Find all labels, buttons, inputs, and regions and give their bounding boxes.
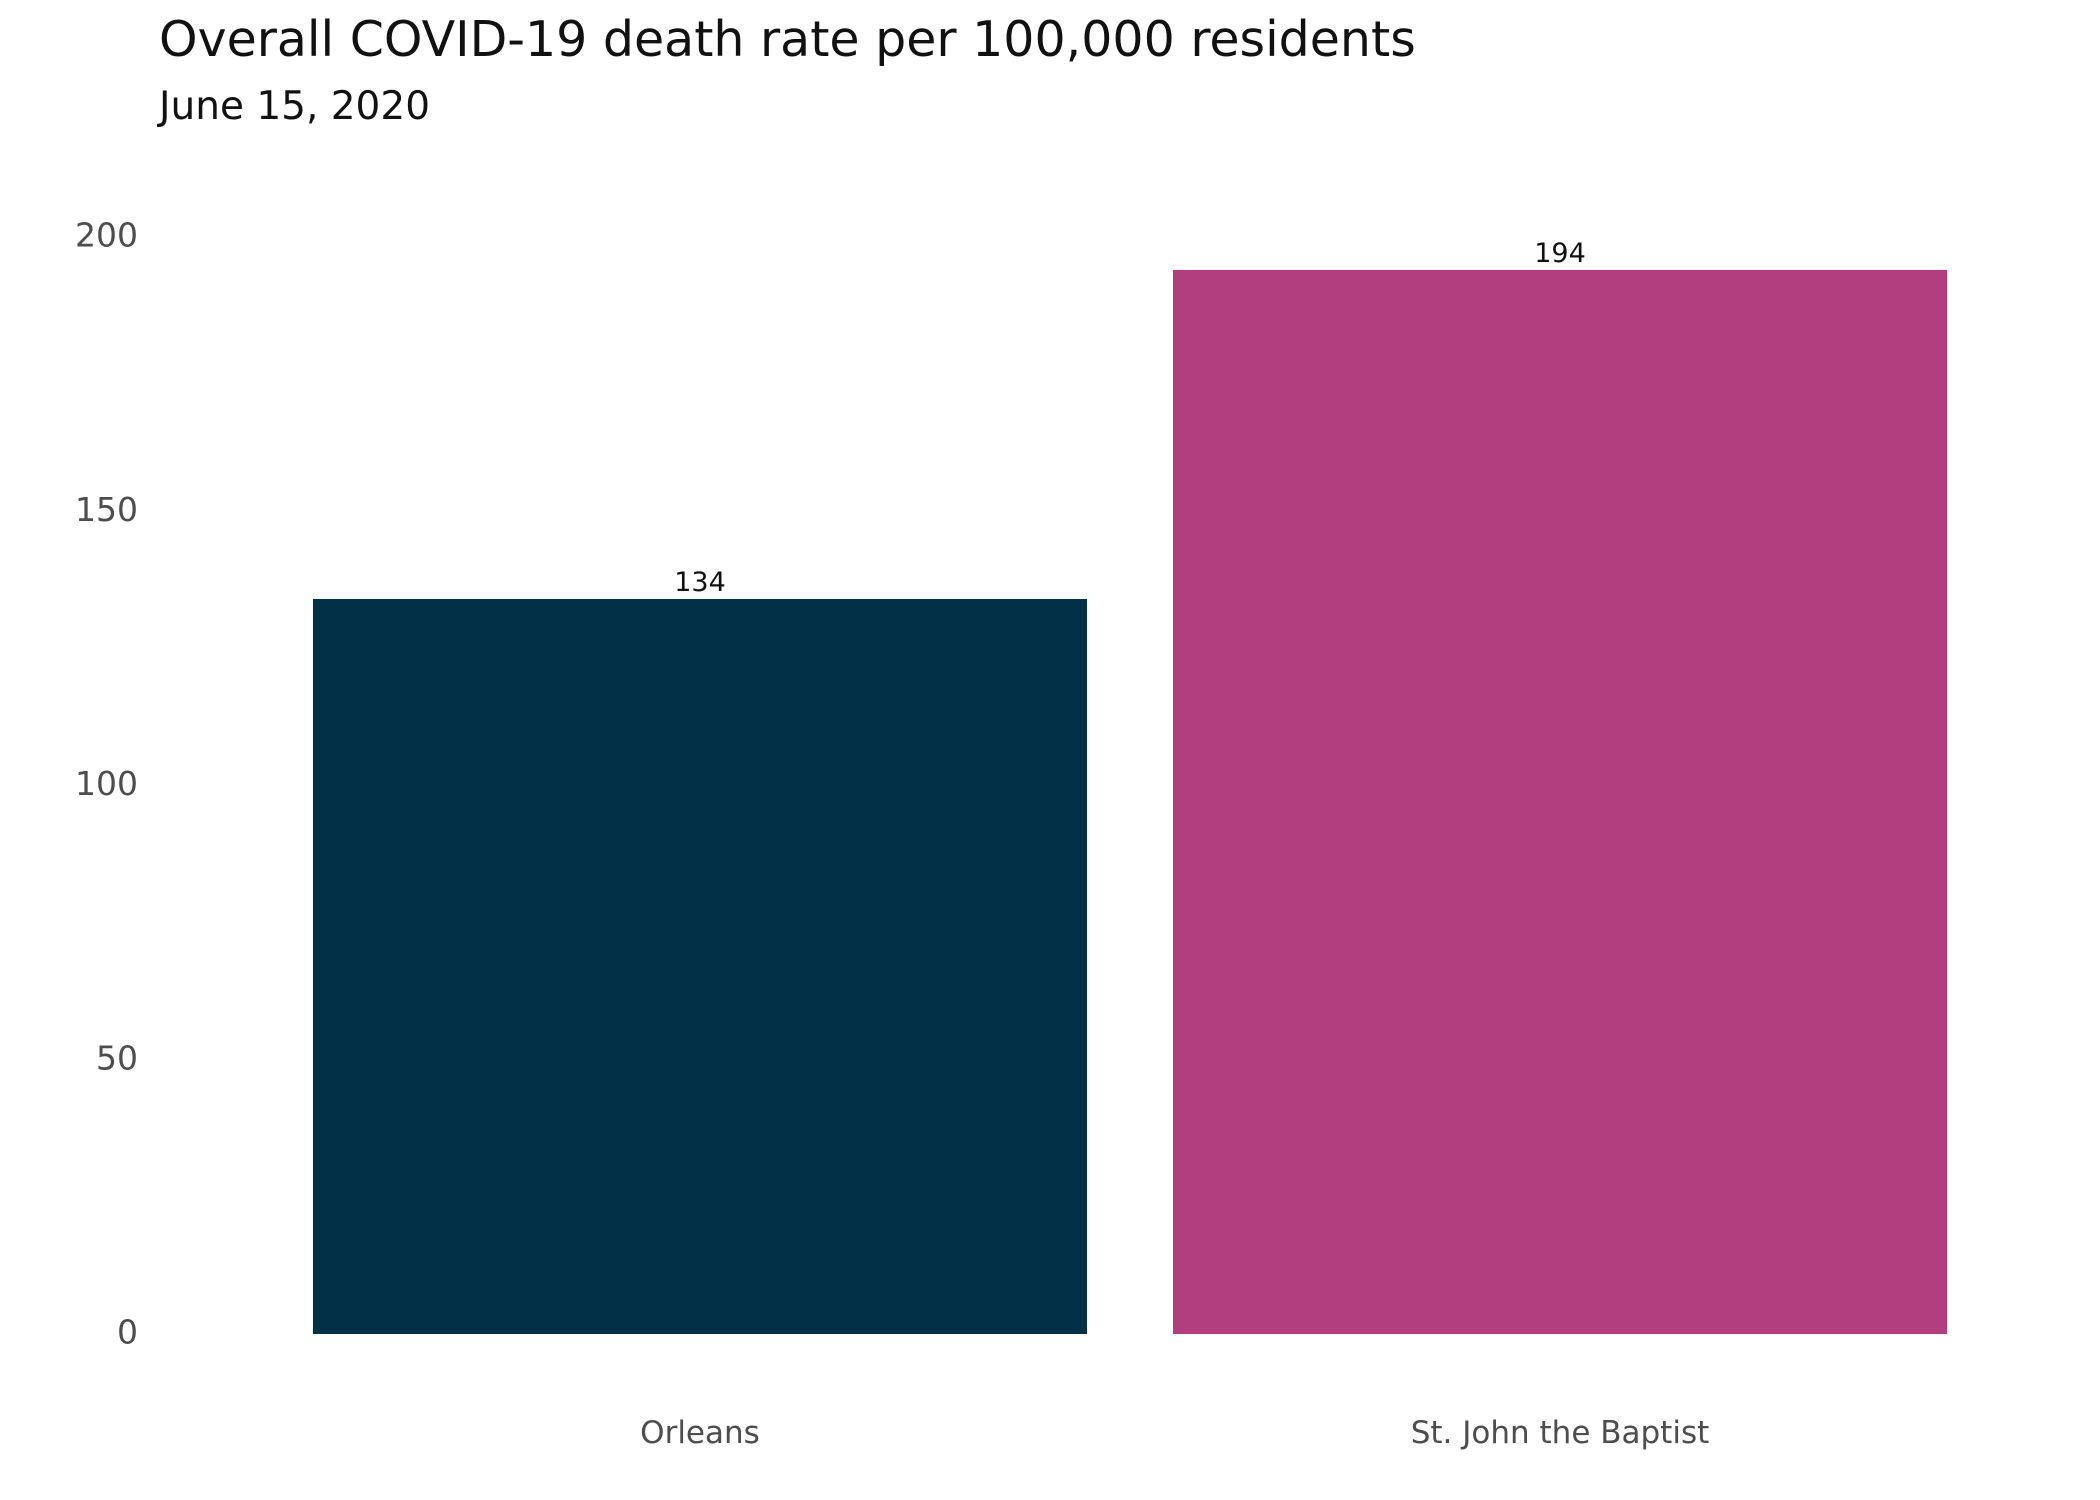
y-tick-label: 50 <box>96 1038 138 1077</box>
x-tick-label: St. John the Baptist <box>1411 1415 1710 1451</box>
y-tick-label: 0 <box>117 1313 138 1352</box>
y-axis: 0 50 100 150 200 <box>75 216 138 1352</box>
y-tick-label: 200 <box>75 216 138 255</box>
bar <box>1173 269 1947 1334</box>
bar-value-label: 194 <box>1534 238 1586 269</box>
chart-title: Overall COVID-19 death rate per 100,000 … <box>159 11 1416 68</box>
x-axis: Orleans St. John the Baptist <box>640 1415 1709 1451</box>
chart-subtitle: June 15, 2020 <box>156 84 430 129</box>
bar-value-labels: 134 194 <box>674 238 1586 598</box>
y-tick-label: 100 <box>75 764 138 803</box>
bar <box>313 599 1087 1334</box>
bars <box>313 269 1947 1334</box>
x-tick-label: Orleans <box>640 1415 760 1451</box>
bar-value-label: 134 <box>674 567 726 598</box>
y-tick-label: 150 <box>75 490 138 529</box>
